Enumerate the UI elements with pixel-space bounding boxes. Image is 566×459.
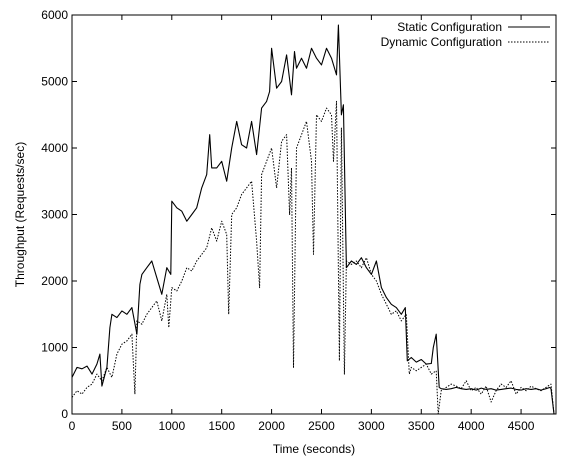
legend-label: Dynamic Configuration — [381, 35, 502, 49]
x-tick-label: 4000 — [458, 419, 485, 433]
legend-label: Static Configuration — [397, 20, 502, 34]
x-axis-label: Time (seconds) — [273, 442, 355, 456]
x-tick-label: 1500 — [208, 419, 235, 433]
axes-layer: 0 500 1000 1500 2000 2500 3000 3500 4000 4500 0 100… — [41, 8, 556, 433]
y-tick-label: 0 — [61, 407, 68, 421]
x-tick-label: 4500 — [508, 419, 535, 433]
x-tick-label: 2500 — [308, 419, 335, 433]
y-tick-label: 5000 — [41, 75, 68, 89]
x-tick-label: 500 — [112, 419, 132, 433]
y-tick-label: 4000 — [41, 141, 68, 155]
x-tick-label: 3000 — [358, 419, 385, 433]
y-tick-label: 1000 — [41, 341, 68, 355]
x-tick-label: 3500 — [408, 419, 435, 433]
x-tick-label: 0 — [69, 419, 76, 433]
series-line-dynamic — [72, 100, 555, 414]
x-tick-label: 2000 — [258, 419, 285, 433]
y-tick-label: 6000 — [41, 8, 68, 22]
series-line-static — [72, 24, 555, 414]
series-layer — [72, 24, 555, 414]
y-tick-label: 2000 — [41, 274, 68, 288]
x-tick-label: 1000 — [158, 419, 185, 433]
y-tick-label: 3000 — [41, 208, 68, 222]
y-axis-label: Throughput (Requests/sec) — [13, 142, 27, 287]
